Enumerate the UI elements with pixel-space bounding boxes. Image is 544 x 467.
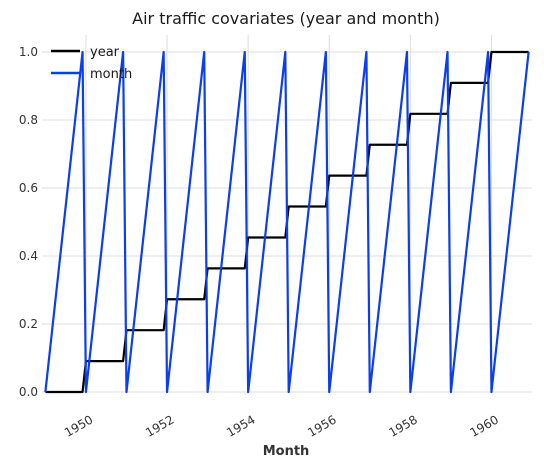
legend: year month <box>51 45 132 82</box>
x-tick-label: 1956 <box>305 412 338 439</box>
x-axis-label: Month <box>263 444 310 459</box>
y-tick-label: 0.4 <box>19 249 38 263</box>
y-axis-ticks: 0.0 0.2 0.4 0.6 0.8 1.0 <box>19 45 38 399</box>
y-tick-label: 0.2 <box>19 317 38 331</box>
x-tick-label: 1960 <box>467 412 500 439</box>
x-tick-label: 1954 <box>224 412 257 439</box>
y-tick-label: 0.8 <box>19 113 38 127</box>
y-tick-label: 0.6 <box>19 181 38 195</box>
x-tick-label: 1952 <box>143 412 176 439</box>
series-lines <box>44 50 530 394</box>
y-tick-label: 0.0 <box>19 385 38 399</box>
x-axis-ticks: 1950 1952 1954 1956 1958 1960 <box>62 412 501 439</box>
series-line-month <box>44 50 530 394</box>
y-tick-label: 1.0 <box>19 45 38 59</box>
x-tick-label: 1950 <box>62 412 95 439</box>
x-tick-label: 1958 <box>386 412 419 439</box>
legend-label-year: year <box>90 45 120 60</box>
chart-title: Air traffic covariates (year and month) <box>132 9 440 28</box>
legend-label-month: month <box>90 67 132 82</box>
